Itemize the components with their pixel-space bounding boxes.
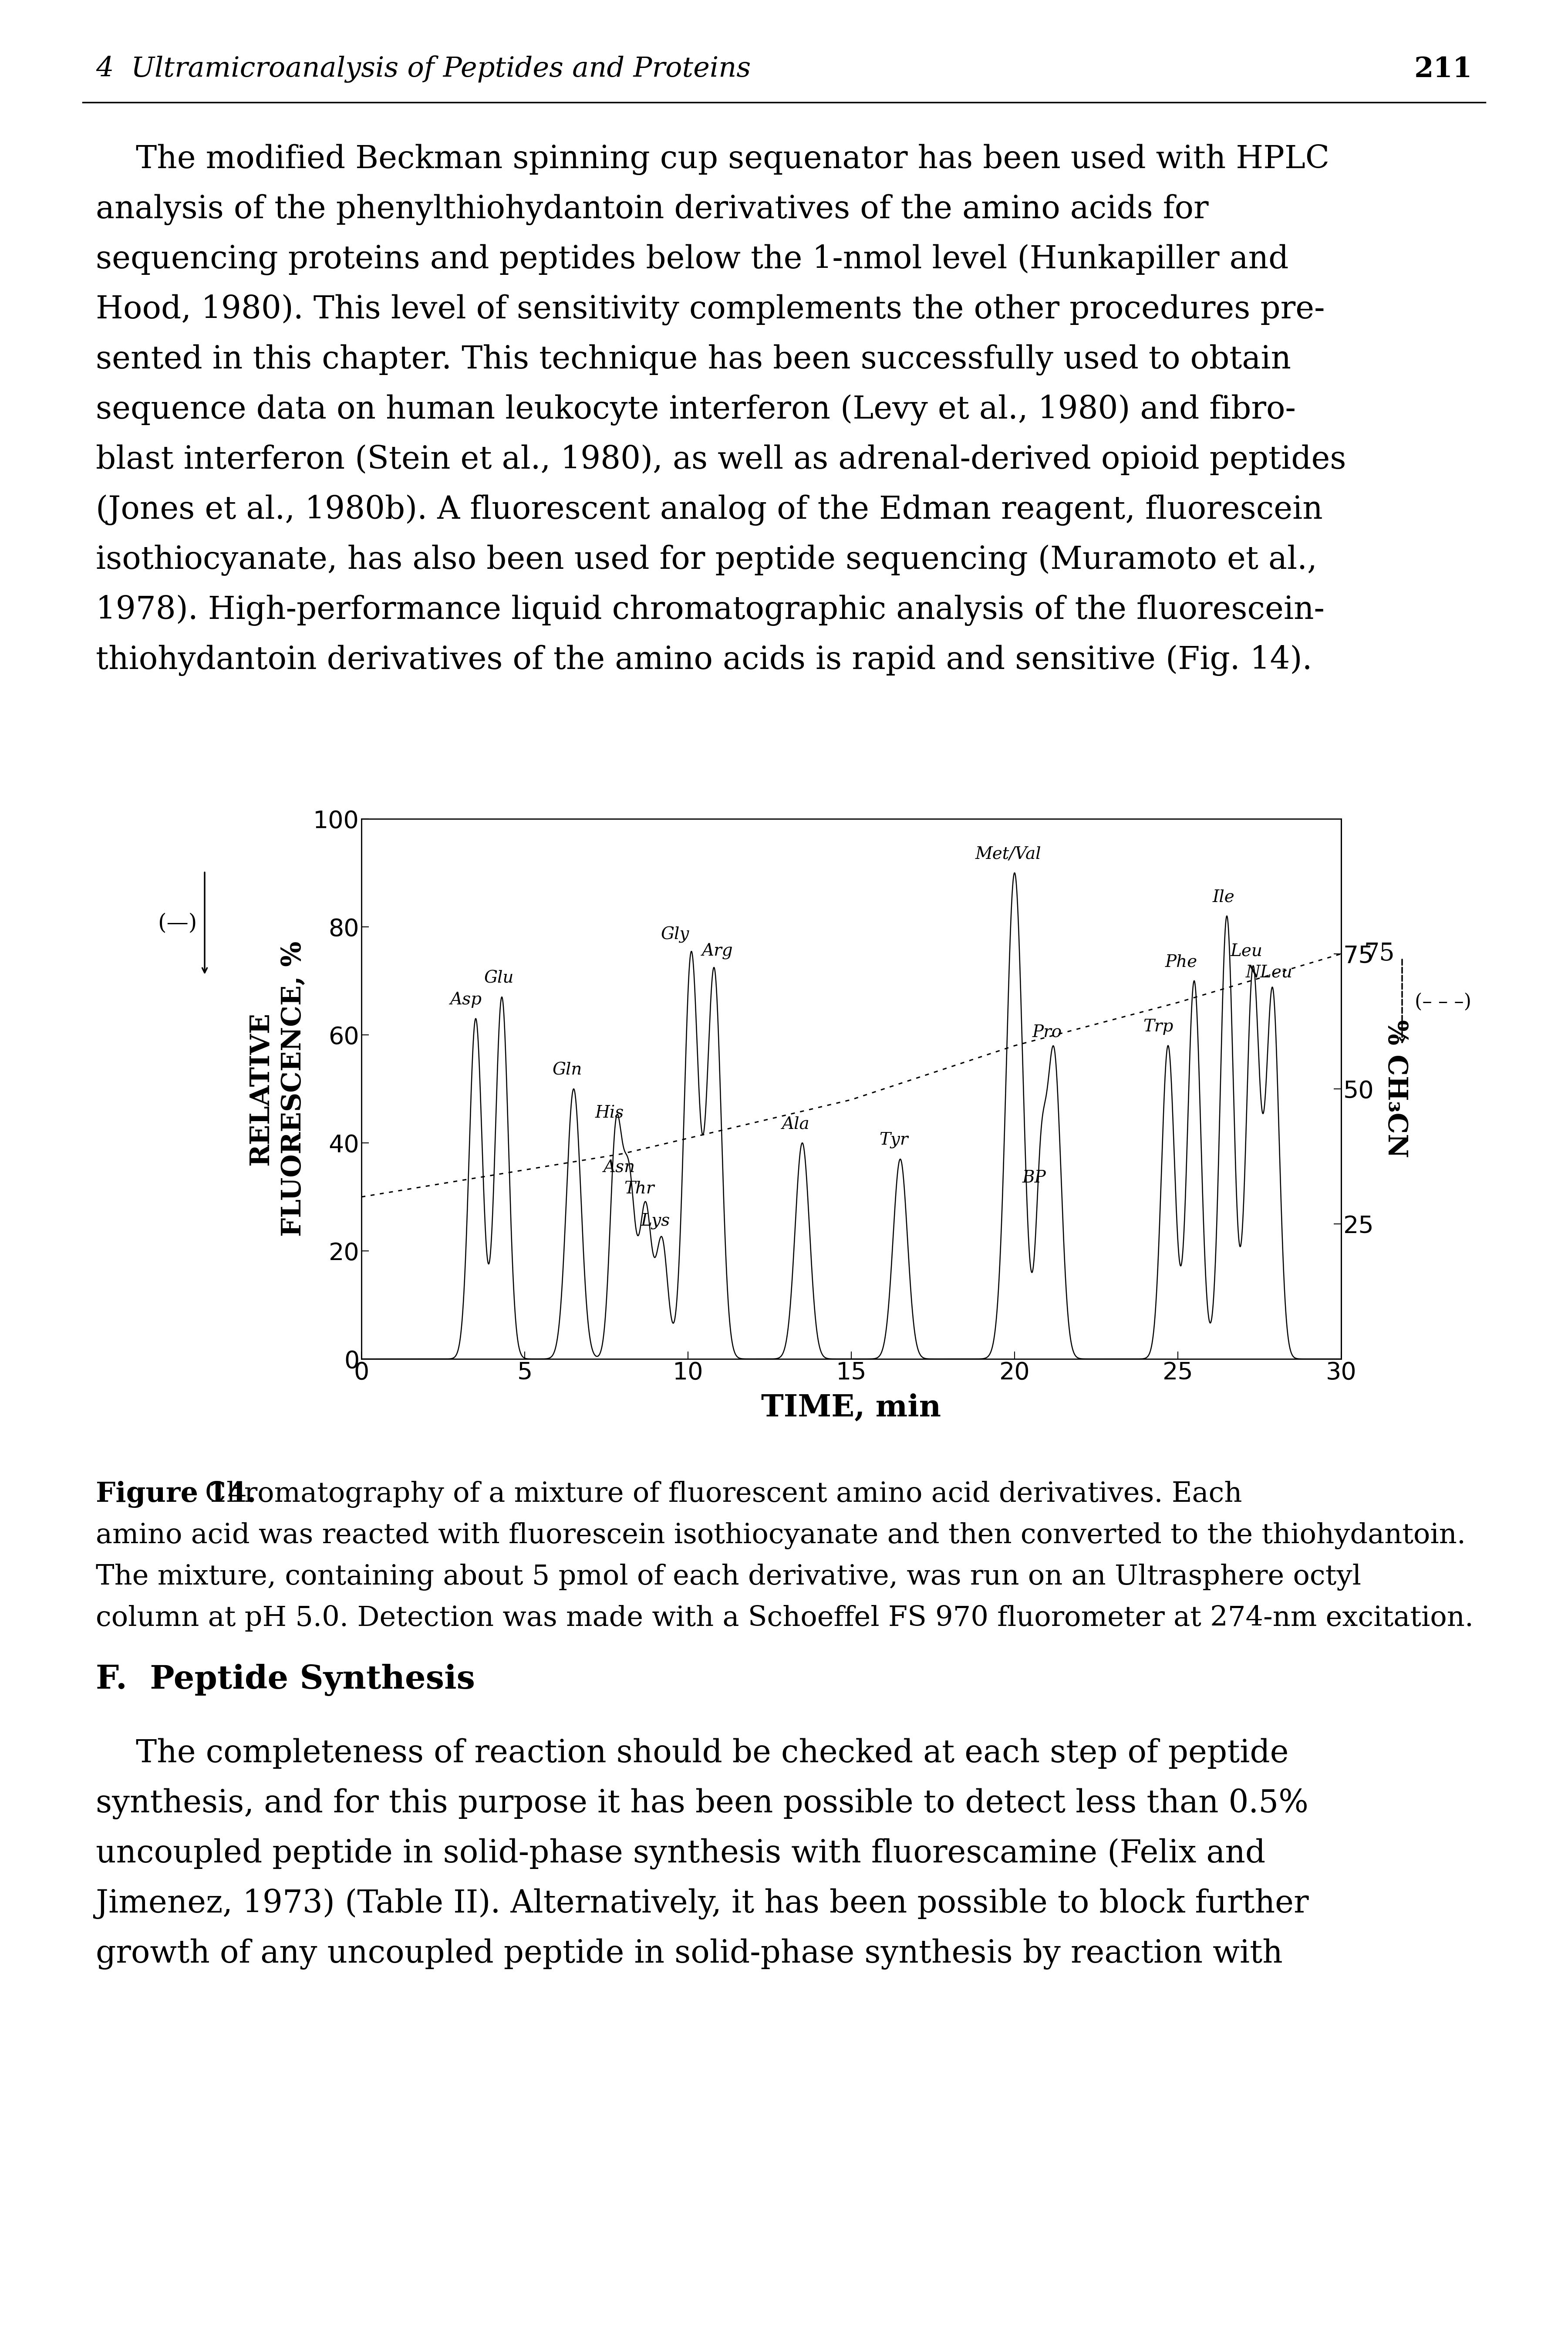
Text: The modified Beckman spinning cup sequenator has been used with HPLC: The modified Beckman spinning cup sequen…	[96, 143, 1330, 174]
Text: thiohydantoin derivatives of the amino acids is rapid and sensitive (Fig. 14).: thiohydantoin derivatives of the amino a…	[96, 644, 1312, 675]
Text: His: His	[596, 1105, 624, 1122]
Text: 75: 75	[1364, 941, 1396, 967]
Text: sequence data on human leukocyte interferon (Levy et al., 1980) and fibro-: sequence data on human leukocyte interfe…	[96, 395, 1295, 426]
Text: blast interferon (Stein et al., 1980), as well as adrenal-derived opioid peptide: blast interferon (Stein et al., 1980), a…	[96, 445, 1347, 475]
Text: Gly: Gly	[660, 927, 690, 943]
Text: NLeu: NLeu	[1247, 964, 1292, 981]
Text: Ala: Ala	[782, 1115, 809, 1131]
X-axis label: TIME, min: TIME, min	[762, 1392, 941, 1423]
Text: 1978). High-performance liquid chromatographic analysis of the fluorescein-: 1978). High-performance liquid chromatog…	[96, 595, 1325, 626]
Text: Chromatography of a mixture of fluorescent amino acid derivatives. Each: Chromatography of a mixture of fluoresce…	[179, 1482, 1242, 1508]
Text: (—): (—)	[158, 913, 198, 934]
Text: Glu: Glu	[483, 969, 513, 985]
Text: Lys: Lys	[641, 1214, 670, 1230]
Text: Asn: Asn	[604, 1160, 635, 1176]
Text: Asp: Asp	[450, 993, 481, 1009]
Text: 211: 211	[1414, 56, 1472, 82]
Text: synthesis, and for this purpose it has been possible to detect less than 0.5%: synthesis, and for this purpose it has b…	[96, 1788, 1308, 1818]
Text: isothiocyanate, has also been used for peptide sequencing (Muramoto et al.,: isothiocyanate, has also been used for p…	[96, 543, 1317, 576]
Text: analysis of the phenylthiohydantoin derivatives of the amino acids for: analysis of the phenylthiohydantoin deri…	[96, 193, 1209, 226]
Text: The mixture, containing about 5 pmol of each derivative, was run on an Ultrasphe: The mixture, containing about 5 pmol of …	[96, 1564, 1361, 1590]
Text: Met/Val: Met/Val	[975, 847, 1041, 863]
Text: BP: BP	[1022, 1169, 1046, 1185]
Text: Leu: Leu	[1231, 943, 1262, 960]
Y-axis label: RELATIVE
FLUORESCENCE, %: RELATIVE FLUORESCENCE, %	[248, 941, 306, 1237]
Text: 4  Ultramicroanalysis of Peptides and Proteins: 4 Ultramicroanalysis of Peptides and Pro…	[96, 56, 751, 82]
Text: Gln: Gln	[552, 1063, 582, 1077]
Text: column at pH 5.0. Detection was made with a Schoeffel FS 970 fluorometer at 274-: column at pH 5.0. Detection was made wit…	[96, 1604, 1474, 1632]
Text: sequencing proteins and peptides below the 1-nmol level (Hunkapiller and: sequencing proteins and peptides below t…	[96, 245, 1289, 275]
Text: Pro: Pro	[1032, 1023, 1062, 1040]
Text: Arg: Arg	[702, 943, 732, 960]
Text: Figure 14.: Figure 14.	[96, 1482, 256, 1508]
Text: Thr: Thr	[624, 1181, 654, 1197]
Text: Ile: Ile	[1212, 889, 1234, 906]
Text: sented in this chapter. This technique has been successfully used to obtain: sented in this chapter. This technique h…	[96, 343, 1290, 376]
Text: Hood, 1980). This level of sensitivity complements the other procedures pre-: Hood, 1980). This level of sensitivity c…	[96, 294, 1325, 325]
Text: (– – –): (– – –)	[1414, 993, 1471, 1011]
Text: (Jones et al., 1980b). A fluorescent analog of the Edman reagent, fluorescein: (Jones et al., 1980b). A fluorescent ana…	[96, 494, 1323, 524]
Y-axis label: % CH₃CN: % CH₃CN	[1383, 1021, 1408, 1157]
Text: Jimenez, 1973) (Table II). Alternatively, it has been possible to block further: Jimenez, 1973) (Table II). Alternatively…	[96, 1889, 1309, 1919]
Text: Phe: Phe	[1165, 955, 1198, 969]
Text: amino acid was reacted with fluorescein isothiocyanate and then converted to the: amino acid was reacted with fluorescein …	[96, 1522, 1466, 1550]
Text: uncoupled peptide in solid-phase synthesis with fluorescamine (Felix and: uncoupled peptide in solid-phase synthes…	[96, 1837, 1265, 1870]
Text: growth of any uncoupled peptide in solid-phase synthesis by reaction with: growth of any uncoupled peptide in solid…	[96, 1938, 1283, 1969]
Text: F.  Peptide Synthesis: F. Peptide Synthesis	[96, 1663, 475, 1696]
Text: Trp: Trp	[1143, 1018, 1173, 1035]
Text: Tyr: Tyr	[880, 1131, 908, 1148]
Text: The completeness of reaction should be checked at each step of peptide: The completeness of reaction should be c…	[96, 1738, 1289, 1769]
